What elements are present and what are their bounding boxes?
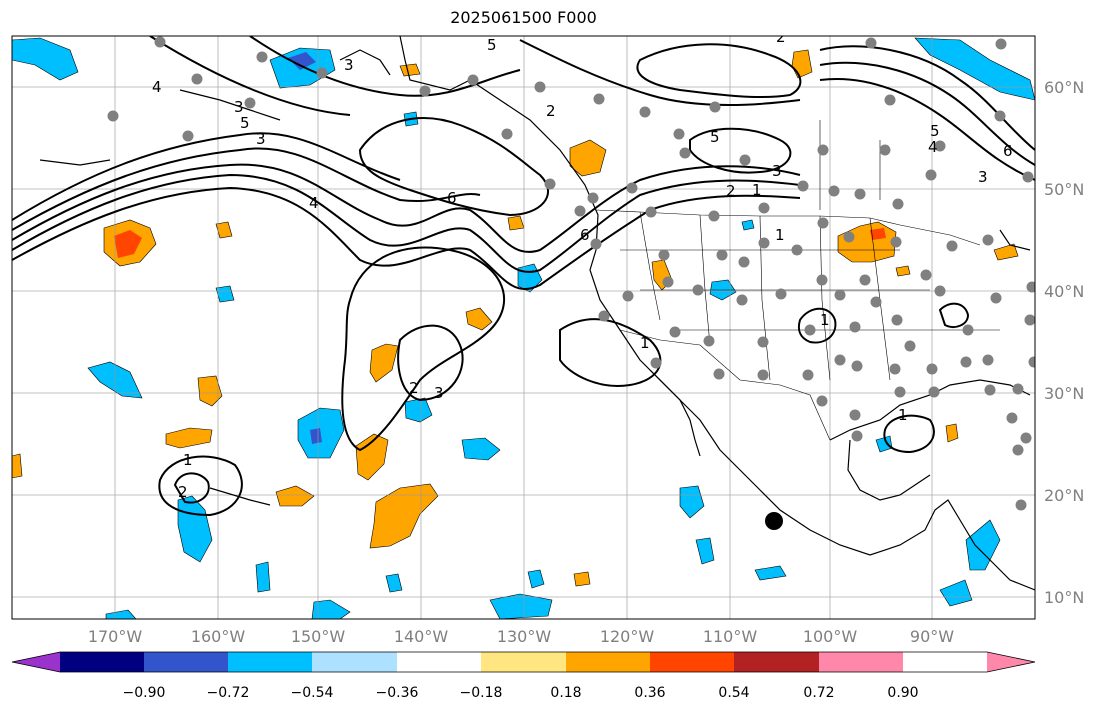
colorbar-tick-label: −0.54: [291, 685, 334, 701]
colorbar-segment: [144, 652, 228, 672]
colorbar-tick-label: 0.90: [887, 685, 918, 701]
colorbar-tick-label: 0.36: [634, 685, 665, 701]
contour-label: 3: [772, 162, 782, 180]
contour-label: 1: [898, 406, 908, 424]
colorbar-segment: [650, 652, 734, 672]
contour-label: 3: [234, 98, 244, 116]
lon-label: 120°W: [600, 627, 655, 646]
contour-label: 6: [580, 226, 590, 244]
colorbar-segment: [903, 652, 987, 672]
lat-label: 40°N: [1044, 282, 1084, 301]
contour-label: 6: [447, 189, 457, 207]
colorbar-segment: [312, 652, 397, 672]
contour-label: 4: [928, 138, 938, 156]
colorbar-tick-label: 0.18: [550, 685, 581, 701]
contour-label: 5: [487, 36, 497, 54]
contour-label: 1: [752, 181, 762, 199]
contour-label: 3: [256, 130, 266, 148]
lon-label: 150°W: [291, 627, 346, 646]
contour-label: 5: [240, 114, 250, 132]
contour-label: 2: [776, 28, 786, 46]
negative-anomaly-shading: [12, 37, 1035, 619]
contour-lines: [12, 36, 1035, 517]
strong-positive-anomaly-shading: [114, 228, 886, 258]
contour-label: 2: [726, 182, 736, 200]
contour-label: 1: [775, 226, 785, 244]
contour-label: 5: [710, 128, 720, 146]
lon-label: 110°W: [703, 627, 758, 646]
plot-area: [12, 36, 1035, 619]
lon-label: 170°W: [88, 627, 143, 646]
lon-label: 140°W: [394, 627, 449, 646]
map-title: 2025061500 F000: [450, 8, 597, 27]
lon-label: 160°W: [191, 627, 246, 646]
contour-label: 3: [434, 384, 444, 402]
colorbar-tick-label: 0.54: [718, 685, 749, 701]
lon-label: 100°W: [803, 627, 858, 646]
colorbar-segment: [481, 652, 566, 672]
colorbar-tick-label: −0.36: [376, 685, 419, 701]
contour-label: 2: [546, 102, 556, 120]
colorbar-extend-low: [12, 652, 60, 672]
highlight-marker: [765, 512, 783, 530]
lat-label: 50°N: [1044, 180, 1084, 199]
colorbar-segment: [734, 652, 819, 672]
contour-label: 3: [344, 56, 354, 74]
strong-negative-anomaly-shading: [288, 52, 322, 444]
lon-label: 90°W: [910, 627, 954, 646]
colorbar-segment: [397, 652, 481, 672]
colorbar-tick-label: −0.72: [207, 685, 250, 701]
colorbar-extend-high: [987, 652, 1035, 672]
contour-label: 4: [152, 78, 162, 96]
lat-label: 20°N: [1044, 486, 1084, 505]
contour-label: 1: [820, 311, 830, 329]
lat-label: 60°N: [1044, 78, 1084, 97]
lon-label: 130°W: [497, 627, 552, 646]
colorbar-tick-label: 0.72: [803, 685, 834, 701]
lat-label: 30°N: [1044, 384, 1084, 403]
latitude-axis: 60°N 50°N 40°N 30°N 20°N 10°N: [1044, 78, 1084, 607]
contour-label: 2: [178, 483, 188, 501]
contour-label: 4: [309, 194, 319, 212]
contour-labels: 5 3 2 5 2 3 4 6 3 2 3 2 1 1 1 2 6 5 4 3 …: [152, 28, 1013, 501]
colorbar-tick-label: −0.18: [460, 685, 503, 701]
station-markers: [107, 36, 1035, 511]
colorbar-segment: [566, 652, 650, 672]
colorbar-tick-label: −0.90: [123, 685, 166, 701]
colorbar-segment: [228, 652, 312, 672]
colorbar-outline: [11, 651, 1036, 673]
lat-label: 10°N: [1044, 588, 1084, 607]
colorbar-segment: [60, 652, 144, 672]
contour-label: 3: [978, 168, 988, 186]
contour-label: 5: [930, 122, 940, 140]
contour-label: 1: [640, 334, 650, 352]
plot-frame: [11, 35, 1036, 620]
contour-label: 1: [183, 451, 193, 469]
longitude-axis: 170°W 160°W 150°W 140°W 130°W 120°W 110°…: [88, 627, 954, 646]
coastlines: [39, 36, 1035, 591]
political-borders: [595, 120, 1000, 441]
contour-label: 6: [1003, 142, 1013, 160]
colorbar-segment: [819, 652, 903, 672]
colorbar: −0.90 −0.72 −0.54 −0.36 −0.18 0.18 0.36 …: [11, 651, 1036, 701]
map-content: 5 3 2 5 2 3 4 6 3 2 3 2 1 1 1 2 6 5 4 3 …: [12, 28, 1035, 619]
contour-label: 2: [409, 379, 419, 397]
